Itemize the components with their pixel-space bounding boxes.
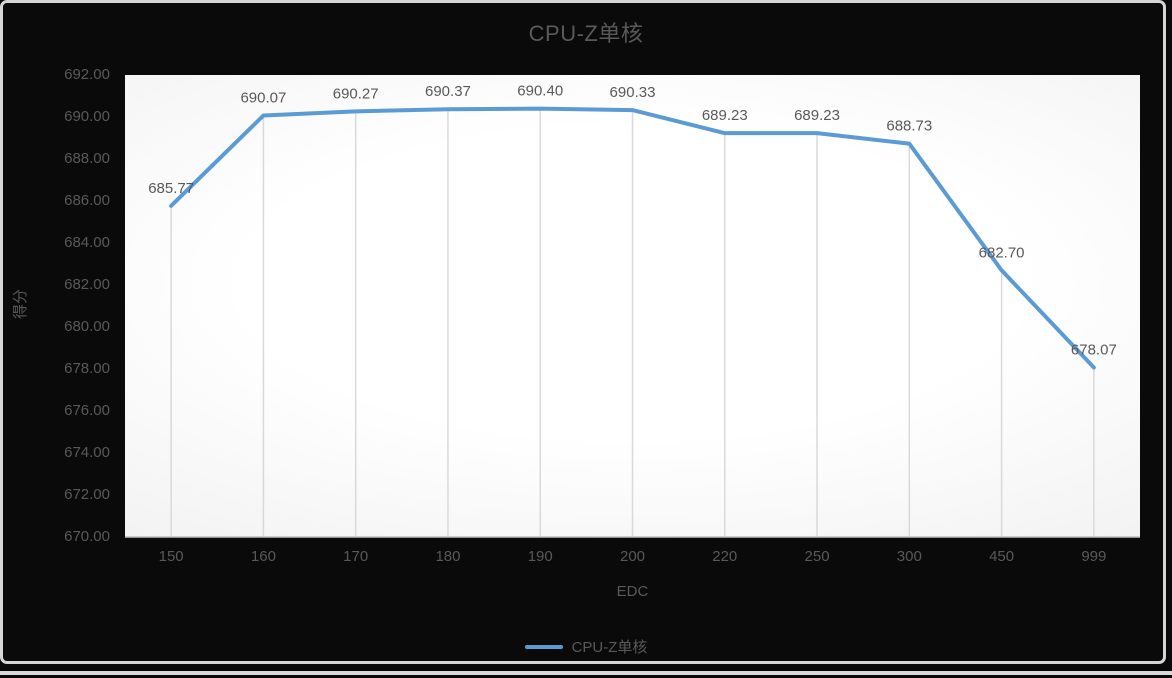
y-tick-label: 680.00 [64, 318, 110, 335]
y-tick-label: 684.00 [64, 234, 110, 251]
data-point-label: 689.23 [702, 107, 748, 124]
data-point-label: 690.07 [240, 90, 286, 107]
bottom-border-strip [0, 671, 1172, 675]
y-tick-label: 682.00 [64, 276, 110, 293]
x-tick-label: 170 [343, 548, 369, 565]
data-point-label: 690.33 [610, 84, 656, 101]
x-tick-label: 200 [619, 548, 646, 565]
legend-series-label: CPU-Z单核 [571, 639, 648, 656]
data-point-label: 685.77 [148, 180, 194, 197]
x-tick-label: 190 [527, 548, 553, 565]
data-point-label: 688.73 [886, 118, 932, 135]
y-tick-label: 670.00 [64, 528, 110, 545]
x-tick-label: 150 [158, 548, 184, 565]
y-tick-label: 692.00 [64, 66, 110, 83]
y-tick-label: 688.00 [64, 150, 110, 167]
x-tick-label: 250 [804, 548, 830, 565]
x-tick-label: 300 [896, 548, 922, 565]
data-point-label: 690.37 [425, 83, 471, 100]
y-tick-label: 678.00 [64, 360, 110, 377]
x-tick-label: 999 [1081, 548, 1107, 565]
chart-frame [0, 0, 1166, 664]
data-point-label: 690.40 [517, 83, 563, 100]
y-tick-label: 676.00 [64, 402, 110, 419]
x-tick-label: 160 [250, 548, 276, 565]
x-axis-title: EDC [616, 583, 649, 600]
series-line [169, 106, 1096, 370]
legend-line-swatch [524, 644, 563, 649]
x-tick-label: 180 [435, 548, 461, 565]
data-point-label: 678.07 [1071, 342, 1117, 359]
x-tick-label: 450 [989, 548, 1015, 565]
data-point-label: 689.23 [794, 107, 840, 124]
y-tick-label: 686.00 [64, 192, 110, 209]
legend: CPU-Z单核 [0, 636, 1172, 657]
y-tick-label: 690.00 [64, 108, 110, 125]
y-tick-label: 674.00 [64, 444, 110, 461]
data-point-label: 690.27 [333, 85, 379, 102]
chart-title: CPU-Z单核 [528, 21, 644, 46]
x-tick-label: 220 [712, 548, 738, 565]
data-point-label: 682.70 [979, 244, 1025, 261]
bottom-edge-bar [0, 675, 1172, 678]
y-tick-label: 672.00 [64, 486, 110, 503]
